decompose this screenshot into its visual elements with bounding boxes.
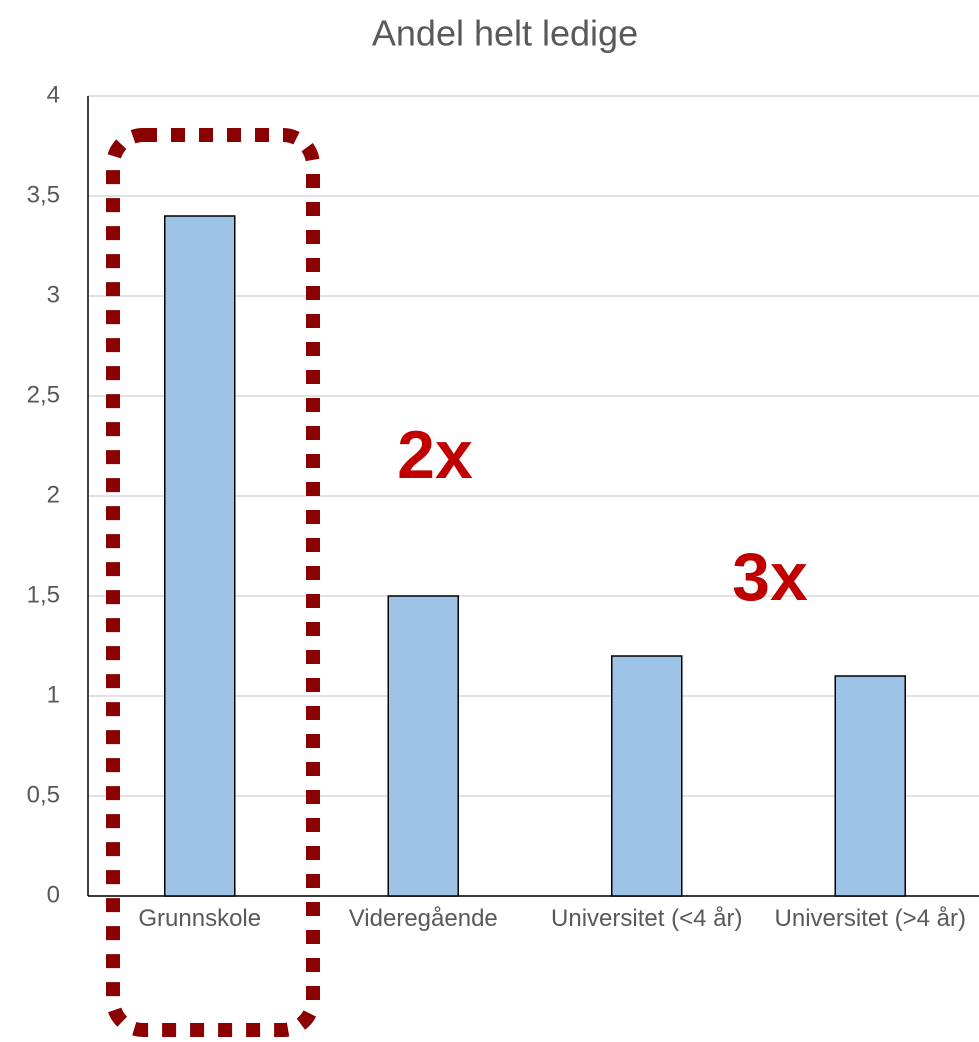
chart-title: Andel helt ledige	[372, 13, 638, 54]
bar	[834, 675, 906, 897]
y-tick-label: 0	[47, 881, 60, 908]
x-tick-label: Videregående	[348, 905, 498, 932]
bar	[611, 655, 683, 897]
y-tick-label: 2,5	[27, 381, 60, 408]
annotation: 2x	[397, 417, 473, 493]
bar	[387, 595, 459, 897]
y-tick-label: 1	[47, 681, 60, 708]
x-tick-label: Universitet (<4 år)	[551, 905, 743, 932]
x-tick-label: Universitet (>4 år)	[774, 905, 966, 932]
y-tick-label: 4	[47, 81, 60, 108]
y-tick-label: 3	[47, 281, 60, 308]
y-tick-label: 3,5	[27, 181, 60, 208]
bar	[164, 215, 236, 897]
y-tick-label: 0,5	[27, 781, 60, 808]
highlight-box	[106, 128, 320, 1037]
y-tick-label: 2	[47, 481, 60, 508]
x-tick-label: Grunnskole	[138, 905, 262, 932]
annotation: 3x	[732, 539, 808, 615]
y-tick-label: 1,5	[27, 581, 60, 608]
